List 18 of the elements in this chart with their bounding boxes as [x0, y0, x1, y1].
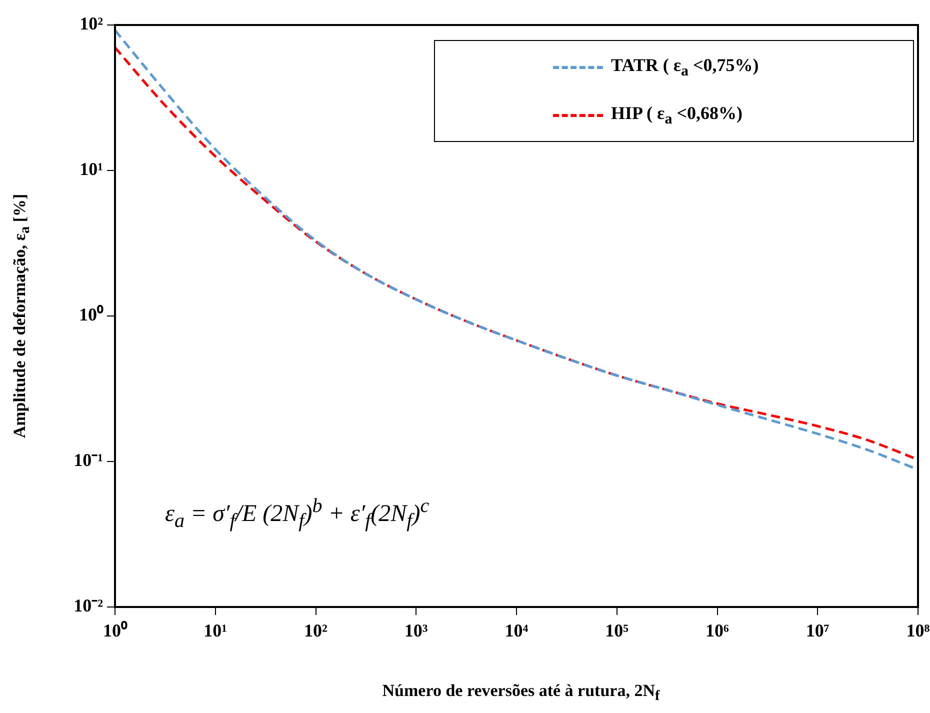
x-tick-label: 10⁶	[706, 620, 730, 640]
y-tick-label: 10⁻²	[74, 596, 103, 616]
x-tick-label: 10¹	[204, 620, 228, 640]
x-tick-label: 10²	[304, 620, 328, 640]
legend-label: HIP ( ε$_{a}$ <0,68%)	[611, 103, 742, 129]
y-tick-label: 10²	[80, 14, 103, 34]
y-tick-label: 10⁻¹	[74, 450, 103, 470]
x-tick-label: 10⁵	[605, 620, 630, 640]
x-axis-title: Número de reversões até à rutura, 2N$_{f}$	[382, 680, 660, 706]
x-tick-label: 10³	[404, 620, 428, 640]
x-tick-label: 10⁴	[504, 620, 529, 640]
y-tick-label: 10⁰	[79, 304, 104, 325]
x-tick-label: 10⁷	[806, 620, 830, 640]
y-tick-label: 10¹	[80, 159, 103, 180]
x-tick-label: 10⁸	[906, 620, 930, 640]
x-tick-label: 10⁰	[103, 620, 128, 640]
legend-label: TATR ( ε$_{a}$ <0,75%)	[611, 55, 759, 81]
text: ε$_{a}$ = σ′$_{f}$/E (2N$_{f}$)$^{b}$ + ε′$_{f}$(2N$_{f}$)$^{c}$	[165, 495, 430, 532]
